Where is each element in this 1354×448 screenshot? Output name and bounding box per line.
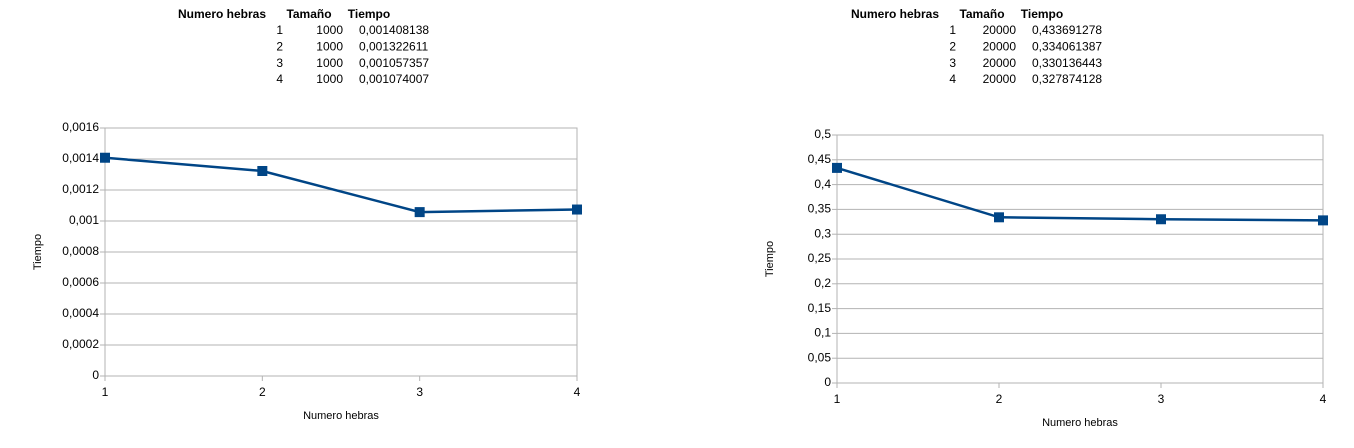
table-cell: 4 [949, 72, 956, 86]
table-cell: 0,001322611 [359, 39, 429, 53]
table-cell: 2 [949, 39, 956, 53]
table-cell: 3 [276, 56, 283, 70]
y-tick-label: 0,05 [808, 350, 832, 364]
y-tick-label: 0,5 [814, 127, 831, 141]
line [836, 166, 1324, 222]
x-axis-title: Numero hebras [303, 410, 379, 422]
table-cell: 20000 [983, 23, 1017, 37]
table-header: Tiempo [348, 7, 390, 21]
table-cell: 0,001408138 [359, 23, 429, 37]
table-header: Tamaño [286, 7, 331, 21]
y-tick-label: 0,45 [808, 152, 832, 166]
table-cell: 0,001057357 [359, 56, 429, 70]
x-axis-title: Numero hebras [1042, 417, 1118, 429]
x-tick-label: 4 [574, 385, 581, 399]
marker [832, 162, 842, 173]
table-cell: 0,001074007 [359, 72, 429, 86]
y-tick-label: 0 [92, 368, 99, 382]
marker [994, 212, 1004, 223]
table-cell: 20000 [983, 72, 1017, 86]
table-cell: 1000 [316, 39, 343, 53]
line [104, 156, 578, 214]
table-cell: 0,330136443 [1032, 56, 1102, 70]
y-tick-label: 0,0008 [62, 244, 99, 258]
y-tick-label: 0,2 [814, 276, 831, 290]
x-tick-label: 2 [259, 385, 266, 399]
table-header: Numero hebras [178, 7, 266, 21]
marker [1156, 214, 1166, 225]
marker [572, 204, 582, 215]
table-cell: 3 [949, 56, 956, 70]
table-header: Numero hebras [851, 7, 939, 21]
y-tick-label: 0,0004 [62, 306, 99, 320]
y-tick-label: 0 [824, 375, 831, 389]
y-tick-label: 0,0006 [62, 275, 99, 289]
table-cell: 1 [276, 23, 283, 37]
y-tick-label: 0,4 [814, 177, 831, 191]
table-cell: 1000 [316, 72, 343, 86]
y-axis-title: Tiempo [764, 241, 776, 277]
x-tick-label: 2 [996, 392, 1003, 406]
y-tick-label: 0,0014 [62, 151, 99, 165]
y-tick-label: 0,25 [808, 251, 832, 265]
x-tick-label: 3 [416, 385, 423, 399]
x-tick-label: 3 [1158, 392, 1165, 406]
marker [257, 165, 268, 176]
x-tick-label: 4 [1320, 392, 1327, 406]
y-tick-label: 0,15 [808, 301, 832, 315]
table-header: Tiempo [1021, 7, 1063, 21]
x-tick-label: 1 [102, 385, 109, 399]
marker [414, 207, 425, 218]
y-axis-title: Tiempo [32, 234, 44, 270]
table-cell: 2 [276, 39, 283, 53]
table-cell: 1 [949, 23, 956, 37]
table-cell: 0,327874128 [1032, 72, 1102, 86]
y-tick-label: 0,0002 [62, 337, 99, 351]
table-cell: 1000 [316, 56, 343, 70]
y-tick-label: 0,001 [69, 213, 99, 227]
x-tick-label: 1 [834, 392, 841, 406]
table-cell: 4 [276, 72, 283, 86]
y-tick-label: 0,1 [814, 326, 831, 340]
table-cell: 0,433691278 [1032, 23, 1102, 37]
table-cell: 20000 [983, 56, 1017, 70]
table-cell: 0,334061387 [1032, 39, 1102, 53]
y-tick-label: 0,35 [808, 202, 832, 216]
table-header: Tamaño [959, 7, 1004, 21]
table-cell: 20000 [983, 39, 1017, 53]
y-tick-label: 0,0012 [62, 182, 99, 196]
table-cell: 1000 [316, 23, 343, 37]
y-tick-label: 0,0016 [62, 120, 99, 134]
marker [100, 152, 110, 163]
marker [1318, 215, 1328, 226]
y-tick-label: 0,3 [814, 226, 831, 240]
